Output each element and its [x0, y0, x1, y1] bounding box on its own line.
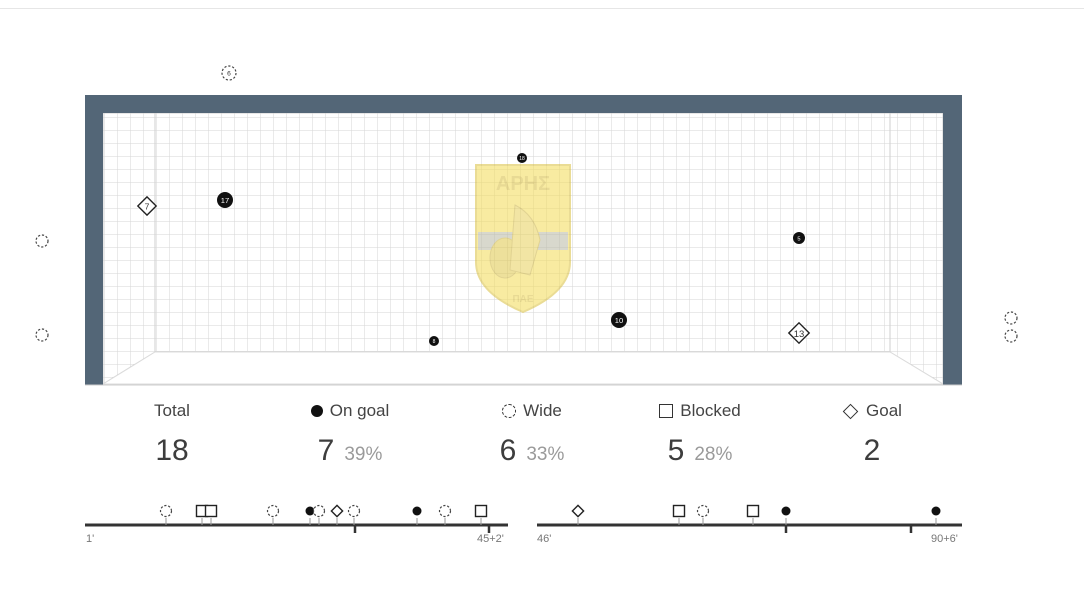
on-goal-icon: [310, 405, 323, 417]
shot-marker: 7: [136, 195, 158, 217]
timeline-shot-marker: [931, 506, 941, 516]
stat-on-goal-pct: 39%: [344, 444, 383, 465]
shot-number: 5: [797, 236, 800, 242]
shot-number: 18: [519, 156, 525, 162]
first-half-end-label: 45+2': [477, 533, 504, 545]
goal-shot-map: ΑΡΗΣ ΠΑΕ 6 18 7 17 10 5 13 8: [35, 65, 1018, 386]
goal-floor: [101, 351, 945, 385]
stat-wide-pct: 33%: [526, 444, 565, 465]
left-post: [85, 95, 103, 385]
shot-marker: 10: [611, 312, 627, 328]
stat-total-value: 18: [155, 434, 189, 467]
second-half-start-label: 46': [537, 533, 552, 545]
timeline-shot-marker: [781, 506, 791, 516]
right-post: [943, 95, 962, 385]
shot-marker: 5: [793, 232, 805, 244]
blocked-icon: [659, 404, 674, 418]
shot-marker: [1004, 329, 1018, 343]
stat-on-goal: On goal 7 39%: [280, 400, 420, 472]
stat-blocked-pct: 28%: [694, 444, 733, 465]
stat-blocked-label: Blocked: [680, 401, 741, 420]
timeline-shot-marker: [412, 506, 422, 516]
stat-goal: Goal 2: [812, 400, 932, 468]
timeline-shot-marker: [204, 504, 218, 518]
shot-marker: 6: [221, 65, 237, 81]
shot-marker: 18: [517, 153, 527, 163]
shot-number: 10: [615, 316, 623, 325]
timeline-shot-marker: [474, 504, 488, 518]
second-half-end-label: 90+6': [931, 533, 958, 545]
timeline-shot-marker: [266, 504, 280, 518]
shot-number: 17: [221, 196, 229, 205]
first-half-start-label: 1': [86, 533, 95, 545]
wide-icon: [502, 404, 517, 418]
shot-marker: [1004, 311, 1018, 325]
top-divider: [0, 8, 1084, 9]
timeline-shot-marker: [746, 504, 760, 518]
stat-goal-value: 2: [863, 434, 881, 467]
stat-on-goal-label: On goal: [329, 401, 390, 420]
shot-marker: 17: [217, 192, 233, 208]
stat-blocked-value: 5: [667, 434, 685, 467]
crest-text-bottom: ΠΑΕ: [512, 294, 533, 305]
timeline-shot-marker: [195, 504, 209, 518]
shot-marker: [35, 234, 49, 248]
stat-wide-label: Wide: [523, 401, 562, 420]
left-side-net: [102, 112, 156, 385]
stat-wide: Wide 6 33%: [462, 400, 602, 472]
stat-goal-label: Goal: [866, 401, 902, 420]
shot-number: 7: [145, 201, 150, 211]
shot-marker: 13: [787, 321, 811, 345]
timeline-shot-marker: [330, 504, 344, 518]
shot-marker: 8: [429, 336, 439, 346]
timeline-shot-marker: [347, 504, 361, 518]
stat-blocked: Blocked 5 28%: [630, 400, 770, 472]
timeline-shot-marker: [571, 504, 585, 518]
shot-number: 13: [794, 329, 805, 340]
shot-marker: [35, 328, 49, 342]
timeline-shot-marker: [438, 504, 452, 518]
shot-number: 8: [433, 339, 436, 345]
crest-text-top: ΑΡΗΣ: [496, 173, 550, 195]
timeline-shot-marker: [305, 506, 315, 516]
right-side-net: [889, 112, 944, 385]
stat-total: Total 18: [122, 400, 222, 468]
stat-wide-value: 6: [499, 434, 517, 467]
club-crest: ΑΡΗΣ ΠΑΕ: [475, 164, 571, 314]
timeline-shot-marker: [312, 504, 326, 518]
timeline-shot-marker: [672, 504, 686, 518]
shot-number: 6: [227, 71, 231, 78]
timeline-shot-marker: [696, 504, 710, 518]
timeline-shot-marker: [159, 504, 173, 518]
stat-total-label: Total: [154, 401, 190, 420]
stat-on-goal-value: 7: [317, 434, 335, 467]
crossbar: [85, 95, 962, 113]
goal-icon: [842, 403, 859, 419]
